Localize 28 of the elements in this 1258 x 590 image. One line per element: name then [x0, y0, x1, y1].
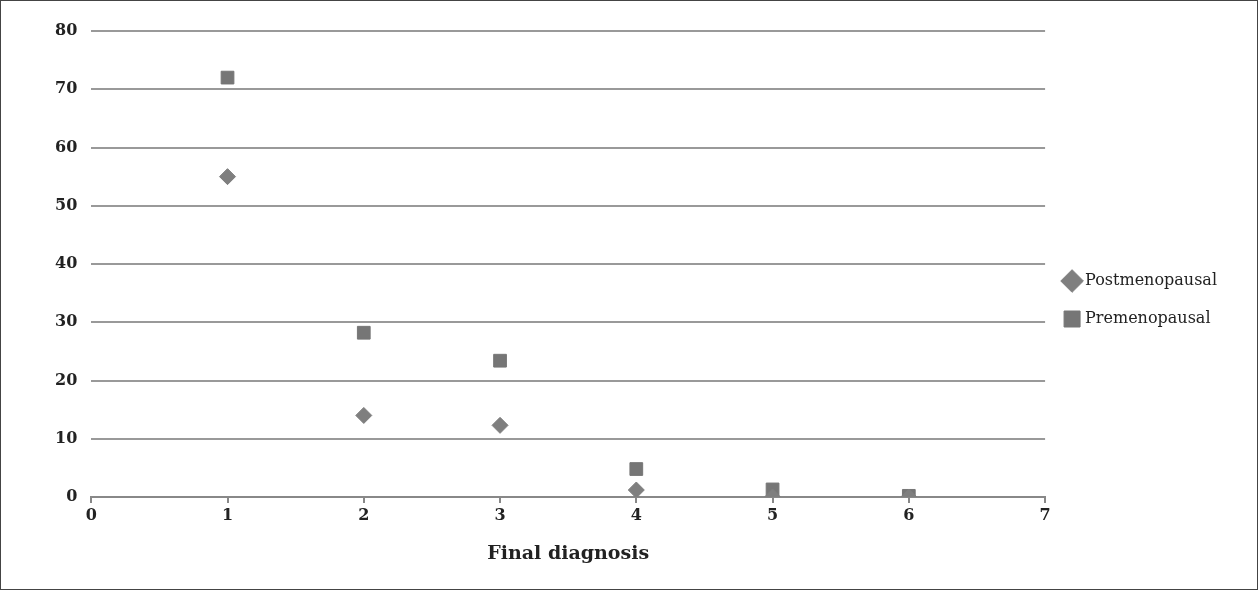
point [220, 70, 235, 85]
x-tick-label: 1 [221, 504, 234, 524]
y-tick-label: 70 [55, 78, 78, 98]
y-tick-label: 60 [55, 136, 78, 156]
point [219, 168, 237, 186]
point [627, 481, 645, 497]
legend-label: Premenopausal [1085, 308, 1211, 328]
point [356, 325, 371, 340]
x-tick-label: 4 [630, 504, 642, 524]
y-tick-label: 80 [55, 20, 78, 40]
point [629, 462, 644, 476]
point [491, 416, 509, 434]
y-tick-label: 30 [55, 311, 78, 331]
x-tick-label: 2 [358, 504, 370, 524]
x-tick-label: 7 [1039, 504, 1051, 524]
y-tick-label: 50 [55, 194, 78, 214]
legend-label: Postmenopausal [1085, 270, 1217, 290]
x-tick-label: 6 [903, 504, 915, 524]
x-tick-label: 3 [494, 504, 506, 524]
point [355, 406, 373, 424]
x-tick-label: 0 [85, 504, 97, 524]
x-axis-title: Final diagnosis [487, 540, 650, 563]
point [493, 353, 507, 368]
y-tick-label: 20 [55, 369, 78, 389]
y-tick-label: 0 [66, 486, 78, 506]
y-tick-label: 10 [55, 427, 78, 447]
x-tick-label: 5 [766, 504, 779, 524]
y-tick-label: 40 [55, 253, 78, 273]
